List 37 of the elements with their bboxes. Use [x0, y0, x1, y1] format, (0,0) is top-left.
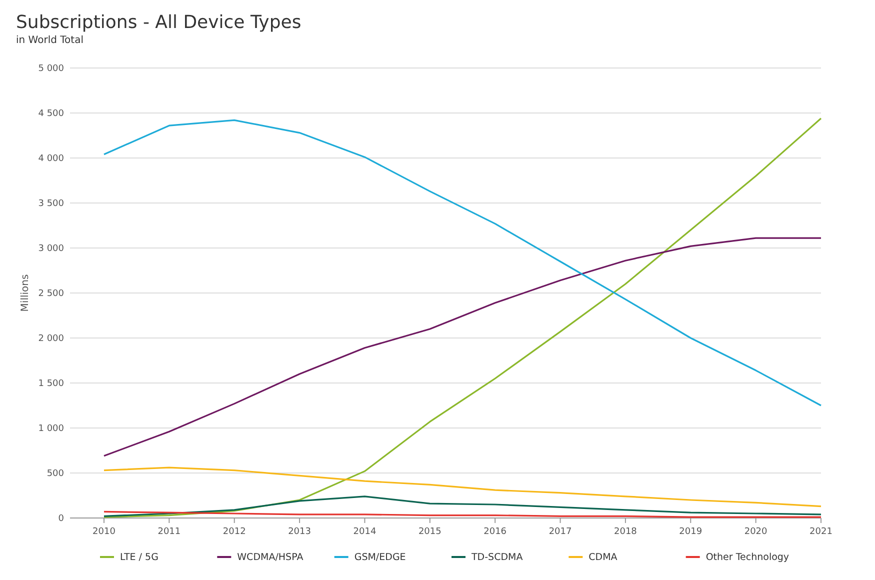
y-tick-label: 5 000	[38, 64, 64, 74]
line-series	[103, 496, 822, 517]
legend-label: GSM/EDGE	[354, 552, 406, 563]
x-tick-label: 2013	[288, 527, 311, 537]
line-series	[103, 118, 822, 518]
x-tick-label: 2019	[679, 527, 702, 537]
y-tick-label: 3 500	[38, 199, 64, 210]
legend-label: TD-SCDMA	[470, 552, 524, 563]
legend-label: LTE / 5G	[120, 552, 158, 563]
y-tick-label: 1 000	[38, 424, 64, 434]
x-tick-label: 2015	[418, 527, 442, 537]
y-tick-label: 0	[58, 514, 64, 524]
x-tick-label: 2017	[548, 527, 572, 537]
y-tick-label: 1 500	[38, 379, 64, 390]
y-tick-label: 4 000	[38, 154, 64, 164]
line-series	[103, 466, 822, 508]
x-tick-label: 2010	[92, 527, 116, 537]
chart-title: Subscriptions - All Device Types	[16, 12, 302, 33]
y-axis-title: Millions	[20, 274, 31, 312]
legend-label: CDMA	[588, 552, 618, 563]
x-tick-label: 2012	[222, 527, 246, 537]
legend-label: WCDMA/HSPA	[237, 552, 304, 563]
line-series	[103, 237, 822, 457]
y-tick-label: 4 500	[38, 109, 64, 120]
y-tick-label: 2 500	[38, 289, 64, 300]
x-tick-label: 2014	[353, 527, 376, 537]
x-tick-label: 2021	[810, 527, 832, 537]
x-tick-label: 2018	[614, 527, 638, 537]
y-tick-label: 2 000	[38, 334, 64, 344]
legend-label: Other Technology	[706, 552, 790, 563]
x-tick-label: 2020	[744, 527, 768, 537]
x-tick-label: 2016	[484, 527, 507, 537]
chart-subtitle: in World Total	[16, 35, 84, 46]
y-tick-label: 3 000	[38, 244, 64, 254]
line-series	[103, 119, 822, 406]
x-tick-label: 2011	[158, 527, 181, 537]
y-tick-label: 500	[46, 469, 64, 480]
